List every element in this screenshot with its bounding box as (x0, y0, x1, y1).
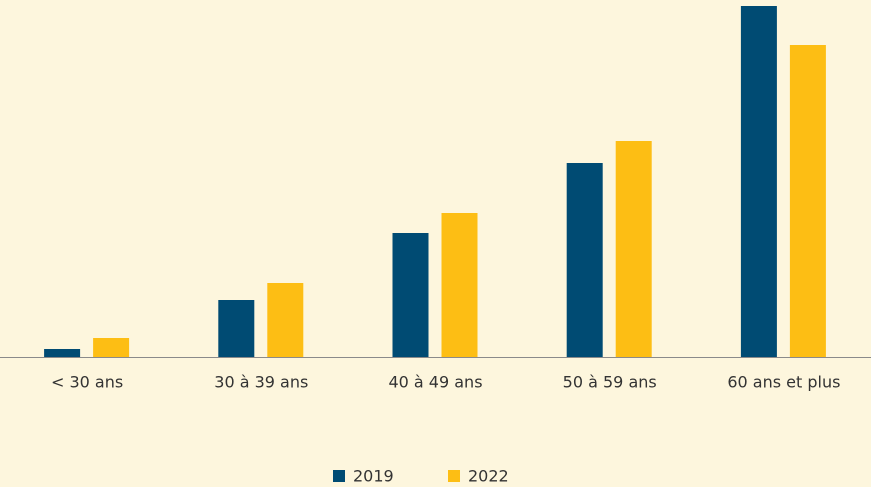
bar (740, 6, 777, 357)
x-tick-label: 60 ans et plus (727, 373, 840, 392)
x-tick-label: < 30 ans (51, 373, 123, 392)
bar (441, 213, 478, 357)
bar (218, 300, 255, 357)
legend-label: 2022 (468, 467, 509, 486)
bar (93, 338, 130, 357)
legend-swatch (333, 470, 345, 482)
bar (789, 45, 826, 357)
bar (392, 233, 429, 357)
bar (615, 141, 652, 357)
x-tick-label: 30 à 39 ans (214, 373, 308, 392)
x-tick-label: 40 à 49 ans (388, 373, 482, 392)
x-tick-label: 50 à 59 ans (563, 373, 657, 392)
bar (566, 163, 603, 357)
legend-label: 2019 (353, 467, 394, 486)
bar (267, 283, 304, 357)
bar (44, 349, 81, 357)
legend-swatch (448, 470, 460, 482)
